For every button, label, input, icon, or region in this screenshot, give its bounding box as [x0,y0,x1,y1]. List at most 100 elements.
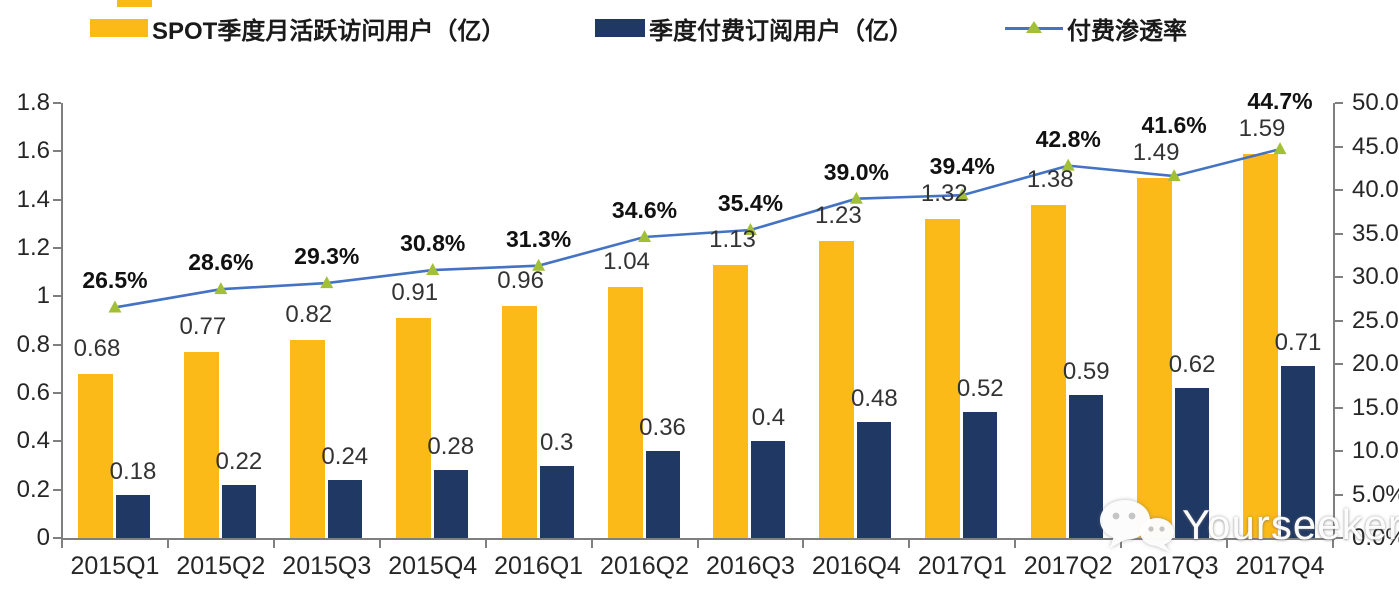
penetration-value-label: 34.6% [611,196,678,223]
x-axis-category-label: 2017Q2 [1023,552,1113,580]
x-axis-tick [166,540,169,548]
right-axis-tick-label: 50.0% [1352,89,1399,116]
mau-legend-swatch [90,19,148,37]
right-axis-tick-label: 10.0% [1352,437,1399,464]
left-axis-tick-label: 0.4 [16,427,50,455]
subs-value-label: 0.52 [956,375,1004,403]
right-axis-tick [1335,276,1343,278]
penetration-value-label: 31.3% [506,225,572,252]
x-axis-category-label: 2017Q4 [1235,552,1325,580]
penetration-value-label: 39.4% [929,153,995,179]
right-axis-tick [1335,493,1343,496]
bar-mau [713,264,749,538]
x-axis-category-label: 2017Q3 [1129,552,1219,580]
right-axis-line [1333,103,1335,540]
x-axis-category-label: 2016Q4 [811,552,901,580]
left-axis-tick [53,102,61,104]
x-axis-category-label: 2016Q3 [705,552,795,580]
bar-subs [433,470,468,538]
x-axis-category-label: 2015Q4 [388,552,478,580]
bar-subs [221,484,256,538]
left-axis-tick [53,295,61,298]
penetration-value-label: 29.3% [294,243,360,270]
penetration-value-label: 35.4% [717,190,784,217]
right-axis-tick-label: 30.0% [1352,263,1399,290]
subs-value-label: 0.48 [851,385,898,412]
x-axis-tick [696,540,699,548]
bar-subs [645,451,680,538]
left-axis-tick [53,440,61,443]
subs-value-label: 0.18 [109,457,157,485]
penetration-value-label: 39.0% [823,158,889,185]
left-axis-tick-label: 1.8 [16,89,50,116]
penetration-marker-triangle [214,282,228,295]
mau-value-label: 1.23 [815,201,862,229]
mau-value-label: 1.04 [603,247,650,275]
bar-mau [77,373,113,538]
right-axis-tick [1335,189,1343,191]
mau-value-label: 0.96 [497,267,544,294]
triangle-marker-icon [1026,21,1042,33]
legend-item-mau: SPOT季度月活跃访问用户（亿） [90,15,505,45]
watermark: Yourseeker [1098,496,1399,554]
penetration-marker-triangle [108,300,122,313]
mau-value-label: 0.91 [391,279,439,307]
subs-value-label: 0.59 [1062,358,1110,386]
left-axis-tick-label: 1.6 [16,137,50,165]
left-axis-tick [53,488,61,491]
penetration-marker-triangle [320,276,334,289]
left-axis-tick-label: 0.6 [16,379,50,406]
subs-value-label: 0.22 [215,447,263,475]
left-axis-tick-label: 0.8 [16,330,50,358]
bar-mau [501,306,537,538]
right-axis-tick [1335,145,1343,148]
left-axis-tick [53,198,61,201]
penetration-value-label: 42.8% [1035,125,1101,152]
right-axis-tick [1335,319,1343,322]
left-axis-tick-label: 1 [36,282,50,310]
mau-value-label: 0.82 [285,300,333,328]
bar-mau [289,339,325,538]
right-axis-tick-label: 0.0% [1352,524,1399,551]
left-axis-line [61,103,63,540]
left-axis-tick [53,150,61,153]
right-axis-tick-label: 15.0% [1352,393,1399,421]
bar-subs [963,412,998,538]
left-axis-tick-label: 1.2 [16,234,50,261]
legend-item-penetration: 付费渗透率 [1005,15,1187,45]
bar-subs [327,480,362,538]
bar-subs [539,465,574,538]
x-axis-category-label: 2016Q2 [600,552,690,580]
right-axis-tick [1335,363,1343,365]
x-axis-category-label: 2015Q2 [176,552,266,580]
left-axis-tick-label: 0 [36,524,50,551]
right-axis-tick-label: 40.0% [1352,176,1399,203]
right-axis-tick-label: 5.0% [1352,480,1399,508]
subs-value-label: 0.36 [639,414,686,441]
right-axis-tick [1335,406,1343,409]
x-axis-category-label: 2015Q1 [70,552,160,580]
subs-value-label: 0.71 [1274,329,1322,357]
bar-subs [1175,388,1210,538]
x-axis-tick [484,540,487,548]
subs-legend-label: 季度付费订阅用户（亿） [649,17,913,45]
penetration-marker-triangle [426,263,440,276]
right-axis-tick-label: 20.0% [1352,350,1399,377]
x-axis-category-label: 2015Q3 [282,552,372,580]
left-axis-tick [53,392,61,394]
penetration-value-label: 30.8% [400,230,466,257]
x-axis-category-label: 2017Q1 [917,552,1007,580]
right-axis-tick [1335,450,1343,452]
bar-mau [607,286,643,538]
mau-value-label: 1.32 [920,180,968,207]
x-axis-tick [590,540,593,548]
watermark-text: Yourseeker [1182,501,1399,548]
right-axis-tick-label: 45.0% [1352,132,1399,160]
penetration-value-label: 44.7% [1247,87,1313,114]
bar-subs [115,494,150,538]
x-axis-line [61,538,1335,540]
right-axis-tick-label: 35.0% [1352,219,1399,247]
mau-value-label: 1.59 [1238,114,1286,142]
x-axis-tick [1332,540,1334,548]
